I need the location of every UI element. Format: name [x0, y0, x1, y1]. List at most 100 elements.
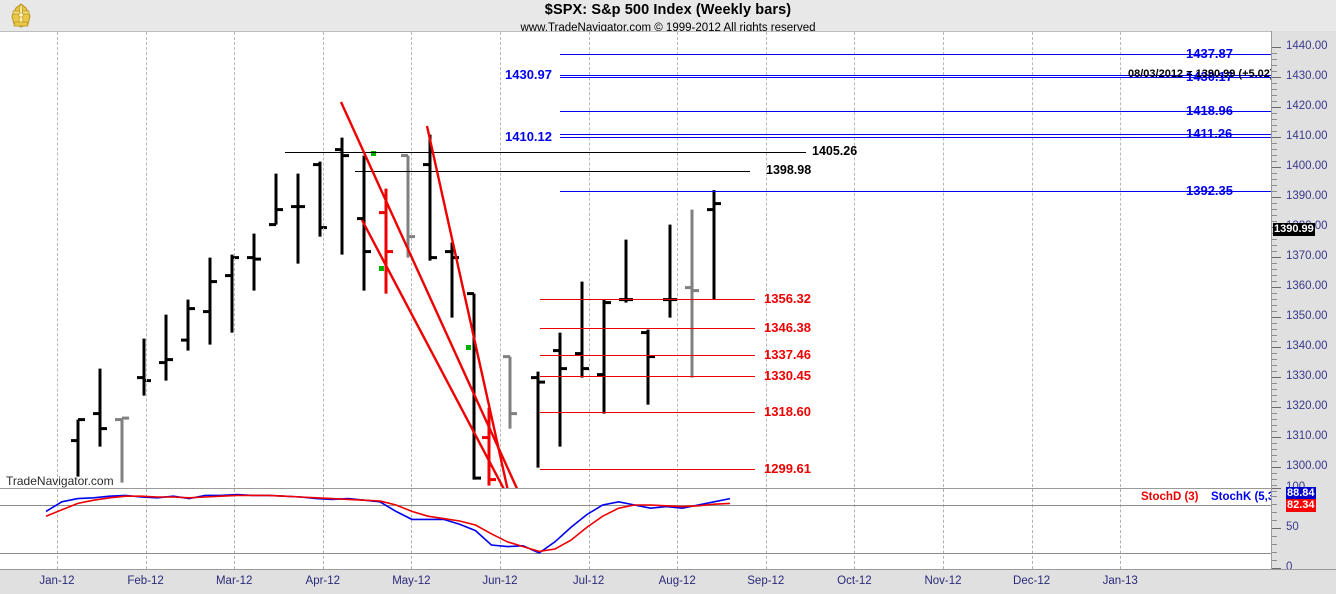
price-tick-minor [1272, 148, 1277, 150]
indicator-tick-minor [1272, 512, 1277, 513]
level-line-1398.98 [355, 170, 750, 172]
price-axis-label-1390: 1390.00 [1286, 189, 1328, 202]
ohlc-bar [269, 173, 283, 227]
indicator-tick-minor [1272, 496, 1277, 497]
level-line-1411.26 [560, 133, 1271, 135]
indicator-axis-label-50: 50 [1286, 521, 1299, 533]
price-tick-1320 [1272, 406, 1281, 408]
stoch-k-badge: 88.84 [1286, 487, 1316, 500]
level-label-1356.32: 1356.32 [764, 290, 811, 306]
level-label-1299.61: 1299.61 [764, 460, 811, 476]
ohlc-bar [503, 355, 517, 429]
price-tick-minor [1272, 118, 1277, 120]
price-axis-label-1340: 1340.00 [1286, 339, 1328, 352]
price-axis-label-1430: 1430.00 [1286, 69, 1328, 82]
price-tick-minor [1272, 358, 1277, 360]
price-tick-minor [1272, 172, 1277, 174]
ohlc-bar [335, 137, 349, 255]
price-tick-minor [1272, 280, 1277, 282]
indicator-gridline-may-12 [411, 489, 413, 569]
price-axis-label-1330: 1330.00 [1286, 369, 1328, 382]
price-tick-minor [1272, 304, 1277, 306]
date-label-aug-12: Aug-12 [658, 575, 696, 587]
indicator-tick-minor [1272, 560, 1277, 561]
price-tick-minor [1272, 412, 1277, 414]
price-axis-label-1360: 1360.00 [1286, 279, 1328, 292]
level-label-1318.60: 1318.60 [764, 403, 811, 419]
price-tick-minor [1272, 448, 1277, 450]
date-label-may-12: May-12 [392, 575, 431, 587]
trendline-downtrend-lower [360, 219, 505, 488]
price-axis-label-1420: 1420.00 [1286, 99, 1328, 112]
level-line-1337.46 [540, 355, 755, 357]
price-tick-minor [1272, 220, 1277, 222]
price-tick-minor [1272, 124, 1277, 126]
ohlc-bar [553, 332, 567, 447]
price-tick-minor [1272, 64, 1277, 66]
price-tick-minor [1272, 490, 1277, 492]
ohlc-bar [291, 173, 305, 264]
price-tick-minor [1272, 244, 1277, 246]
price-tick-minor [1272, 394, 1277, 396]
price-tick-1390 [1272, 196, 1281, 198]
price-axis-label-1410: 1410.00 [1286, 129, 1328, 142]
price-axis-label-1440: 1440.00 [1286, 39, 1328, 52]
level-line-1356.32 [540, 298, 755, 300]
ohlc-bar [467, 292, 481, 480]
indicator-gridline-sep-12 [765, 489, 767, 569]
gridline-jul-12 [588, 32, 590, 487]
price-tick-minor [1272, 442, 1277, 444]
price-tick-1440 [1272, 46, 1281, 48]
stochastic-lines-layer [45, 493, 731, 554]
gridline-sep-12 [765, 32, 767, 487]
ohlc-bar [159, 314, 173, 381]
stochastic-pane[interactable]: StochD (3) StochK (5,3) [0, 488, 1278, 569]
trendline-downtrend-secondary [425, 125, 509, 488]
indicator-gridline-jan-13 [1120, 489, 1122, 569]
price-axis[interactable]: 1440.00 1430.00 1420.00 1410.00 1400.00 1390.… [1271, 31, 1336, 573]
price-tick-minor [1272, 310, 1277, 312]
level-label-1337.46: 1337.46 [764, 347, 811, 363]
indicator-tick-minor [1272, 544, 1277, 545]
level-label-1430.17: 1430.17 [1186, 69, 1233, 85]
price-tick-minor [1272, 274, 1277, 276]
date-label-mar-12: Mar-12 [215, 575, 253, 587]
price-axis-label-1400: 1400.00 [1286, 159, 1328, 172]
legend-stoch-k: StochK (5,3) [1211, 491, 1279, 503]
watermark-text: TradeNavigator.com [6, 474, 114, 488]
indicator-tick-minor [1272, 520, 1277, 521]
price-tick-1410 [1272, 136, 1281, 138]
level-label-1418.96: 1418.96 [1186, 102, 1233, 118]
price-tick-minor [1272, 328, 1277, 330]
level-line-1430.17 [560, 77, 1271, 79]
stoch-d-badge: 82.34 [1286, 499, 1316, 512]
date-label-nov-12: Nov-12 [924, 575, 962, 587]
trendline-downtrend-upper [339, 101, 519, 488]
price-tick-minor [1272, 88, 1277, 90]
price-tick-minor [1272, 400, 1277, 402]
indicator-reference-20 [0, 553, 1271, 554]
price-tick-minor [1272, 94, 1277, 96]
gridline-oct-12 [854, 32, 856, 487]
gridline-apr-12 [322, 32, 324, 487]
last-quote-readout: 08/03/2012 = 1390.99 (+5.02) [1128, 68, 1274, 80]
indicator-tick-minor [1272, 552, 1277, 553]
gridline-nov-12 [943, 32, 944, 487]
ohlc-bar [181, 299, 195, 351]
price-pane[interactable]: 1437.87 1430.97 1430.17 1418.96 1411.26 1410.… [0, 31, 1274, 488]
price-tick-minor [1272, 160, 1277, 162]
indicator-gridline-apr-12 [322, 489, 324, 569]
level-label-1398.98: 1398.98 [766, 162, 812, 177]
ohlc-bar [482, 407, 496, 486]
date-label-jul-12: Jul-12 [572, 575, 605, 587]
indicator-tick-minor [1272, 504, 1277, 505]
price-tick-minor [1272, 460, 1277, 462]
date-axis[interactable]: Jan-12 Feb-12 Mar-12 Apr-12 May-12 Jun-12 Jul-… [0, 569, 1336, 594]
level-label-1405.26: 1405.26 [812, 143, 858, 158]
level-line-1346.38 [540, 328, 755, 330]
level-line-1392.35 [560, 190, 1271, 192]
price-tick-minor [1272, 484, 1277, 486]
indicator-axis-label-0: 0 [1286, 561, 1293, 573]
price-tick-1350 [1272, 316, 1281, 318]
ohlc-bar [423, 134, 437, 261]
